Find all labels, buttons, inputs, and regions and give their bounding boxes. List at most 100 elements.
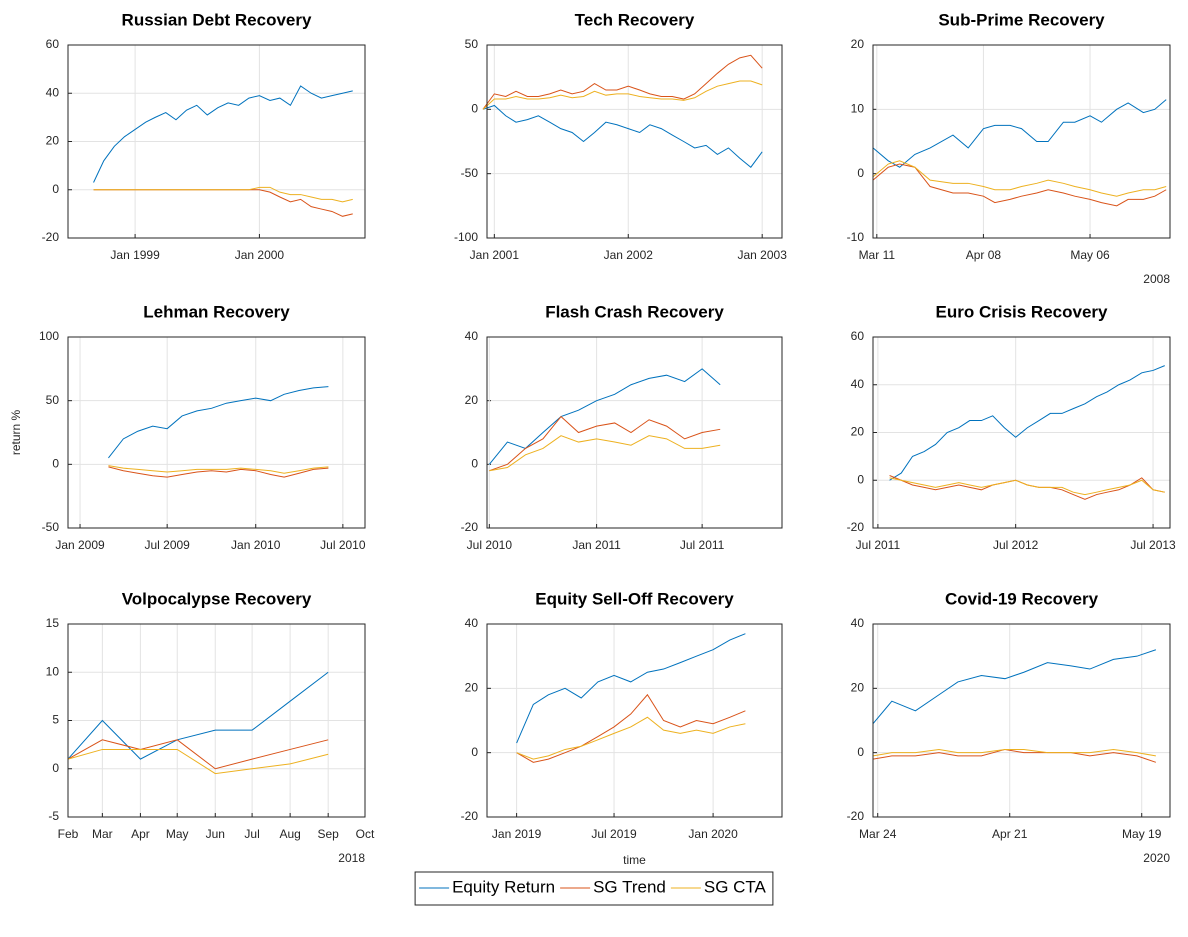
legend-text: Equity Return xyxy=(452,877,555,896)
x-tick-label: Apr 08 xyxy=(966,248,1002,262)
y-tick-label: -20 xyxy=(461,520,479,534)
y-tick-label: 50 xyxy=(46,393,60,407)
y-tick-label: -20 xyxy=(461,809,479,823)
plot-area xyxy=(68,337,365,528)
y-tick-label: 60 xyxy=(46,37,60,51)
series-line: Equity Return xyxy=(67,671,329,760)
series-line: Equity Return xyxy=(872,99,1167,168)
y-tick-label: -5 xyxy=(48,809,59,823)
axes-box xyxy=(67,44,366,239)
y-tick-label: 0 xyxy=(857,472,864,486)
series-line: Equity Return xyxy=(482,104,763,168)
x-tick-label: Mar 24 xyxy=(859,827,897,841)
axes-box xyxy=(67,336,366,529)
y-tick-label: 20 xyxy=(851,37,865,51)
x-tick-label: Jul 2012 xyxy=(993,538,1039,552)
x-tick-label: Jun xyxy=(206,827,225,841)
y-tick-label: -10 xyxy=(847,230,865,244)
subplot: -100 -50 0 50 Jan 2001 Jan 2002 Jan 2003 Equity… xyxy=(454,10,787,262)
y-tick-label: 40 xyxy=(465,329,479,343)
x-tick-label: Jan 2020 xyxy=(688,827,738,841)
y-tick-label: -20 xyxy=(847,809,865,823)
axes-box xyxy=(872,623,1171,818)
x-axis-label: time xyxy=(623,853,646,867)
subplot: -20 0 20 40 Jul 2010 Jan 2011 Jul 2011 Equity R… xyxy=(461,302,783,552)
y-tick-label: 0 xyxy=(52,457,59,471)
y-tick-label: 100 xyxy=(39,329,59,343)
chart-title: Equity Sell-Off Recovery xyxy=(535,589,734,608)
y-tick-label: -50 xyxy=(461,166,479,180)
y-tick-label: 10 xyxy=(851,102,865,116)
subplot: -50 0 50 100 Jan 2009 Jul 2009 Jan 2010 Jul 201… xyxy=(9,302,366,552)
x-tick-label: Jul 2019 xyxy=(591,827,637,841)
chart-title: Volpocalypse Recovery xyxy=(122,589,312,608)
x-tick-label: Apr 21 xyxy=(992,827,1028,841)
y-tick-label: 40 xyxy=(851,377,865,391)
axes-box xyxy=(486,44,783,239)
year-label: 2008 xyxy=(1143,272,1170,286)
y-tick-label: -20 xyxy=(847,520,865,534)
x-tick-label: Jan 2009 xyxy=(55,538,105,552)
x-tick-label: Aug xyxy=(279,827,300,841)
y-tick-label: 20 xyxy=(46,134,60,148)
x-tick-label: Jul 2011 xyxy=(856,538,901,552)
x-tick-label: May 19 xyxy=(1122,827,1162,841)
x-tick-label: Jul 2011 xyxy=(680,538,725,552)
y-tick-label: 0 xyxy=(52,182,59,196)
x-tick-label: Jul 2010 xyxy=(467,538,513,552)
x-tick-label: Jul 2013 xyxy=(1130,538,1176,552)
plot-area xyxy=(487,624,782,817)
x-tick-label: Mar xyxy=(92,827,113,841)
axes-box xyxy=(486,336,783,529)
x-tick-label: Jan 1999 xyxy=(110,248,160,262)
legend-box xyxy=(414,871,774,906)
subplot: -5 0 5 10 15 Feb Mar Apr May Jun Jul Aug Sep Oct Equit… xyxy=(46,589,375,865)
series-line: Equity Return xyxy=(889,365,1165,481)
series-line: SG Trend xyxy=(482,54,763,110)
y-tick-label: -100 xyxy=(454,230,478,244)
year-label: 2018 xyxy=(338,851,365,865)
year-label: 2020 xyxy=(1143,851,1170,865)
x-tick-label: Sep xyxy=(318,827,340,841)
subplot: -20 0 20 40 Jan 2019 Jul 2019 Jan 2020 Equity R… xyxy=(461,589,783,867)
series-line: SG Trend xyxy=(108,466,329,478)
series-line: Equity Return xyxy=(516,633,746,744)
legend: Equity Return SG Trend SG CTA xyxy=(414,871,774,906)
series-line: SG CTA xyxy=(889,477,1165,496)
x-tick-label: May xyxy=(166,827,189,841)
y-tick-label: 20 xyxy=(851,681,865,695)
series-line: Equity Return xyxy=(108,386,329,459)
plot-area xyxy=(873,45,1170,238)
plot-area xyxy=(873,624,1170,817)
x-tick-label: Jan 2010 xyxy=(231,538,281,552)
y-tick-label: -20 xyxy=(42,230,60,244)
x-tick-label: Jan 2002 xyxy=(604,248,654,262)
y-tick-label: 0 xyxy=(471,457,478,471)
x-tick-label: Feb xyxy=(58,827,79,841)
chart-title: Euro Crisis Recovery xyxy=(936,302,1109,321)
subplot: -20 0 20 40 60 Jan 1999 Jan 2000 Equity Return S… xyxy=(42,10,366,262)
y-tick-label: 5 xyxy=(52,713,59,727)
x-tick-label: Jan 2000 xyxy=(235,248,285,262)
chart-title: Lehman Recovery xyxy=(143,302,290,321)
axes-box xyxy=(67,623,366,818)
x-tick-label: Jan 2001 xyxy=(470,248,520,262)
x-tick-label: Jul xyxy=(244,827,259,841)
series-line: SG Trend xyxy=(872,163,1167,207)
chart-title: Russian Debt Recovery xyxy=(122,10,312,29)
x-tick-label: Jan 2011 xyxy=(572,538,621,552)
series-line: SG CTA xyxy=(108,465,329,474)
y-tick-label: 40 xyxy=(46,85,60,99)
legend-text: SG Trend xyxy=(593,877,666,896)
series-line: SG Trend xyxy=(67,739,329,770)
axes-box xyxy=(872,44,1171,239)
x-tick-label: May 06 xyxy=(1070,248,1110,262)
series-line: SG CTA xyxy=(872,748,1156,757)
x-tick-label: Jul 2010 xyxy=(320,538,366,552)
y-tick-label: 20 xyxy=(851,425,865,439)
x-tick-label: Jan 2019 xyxy=(492,827,542,841)
series-line: SG CTA xyxy=(67,748,329,775)
y-tick-label: 40 xyxy=(465,616,479,630)
plot-area xyxy=(487,45,782,238)
